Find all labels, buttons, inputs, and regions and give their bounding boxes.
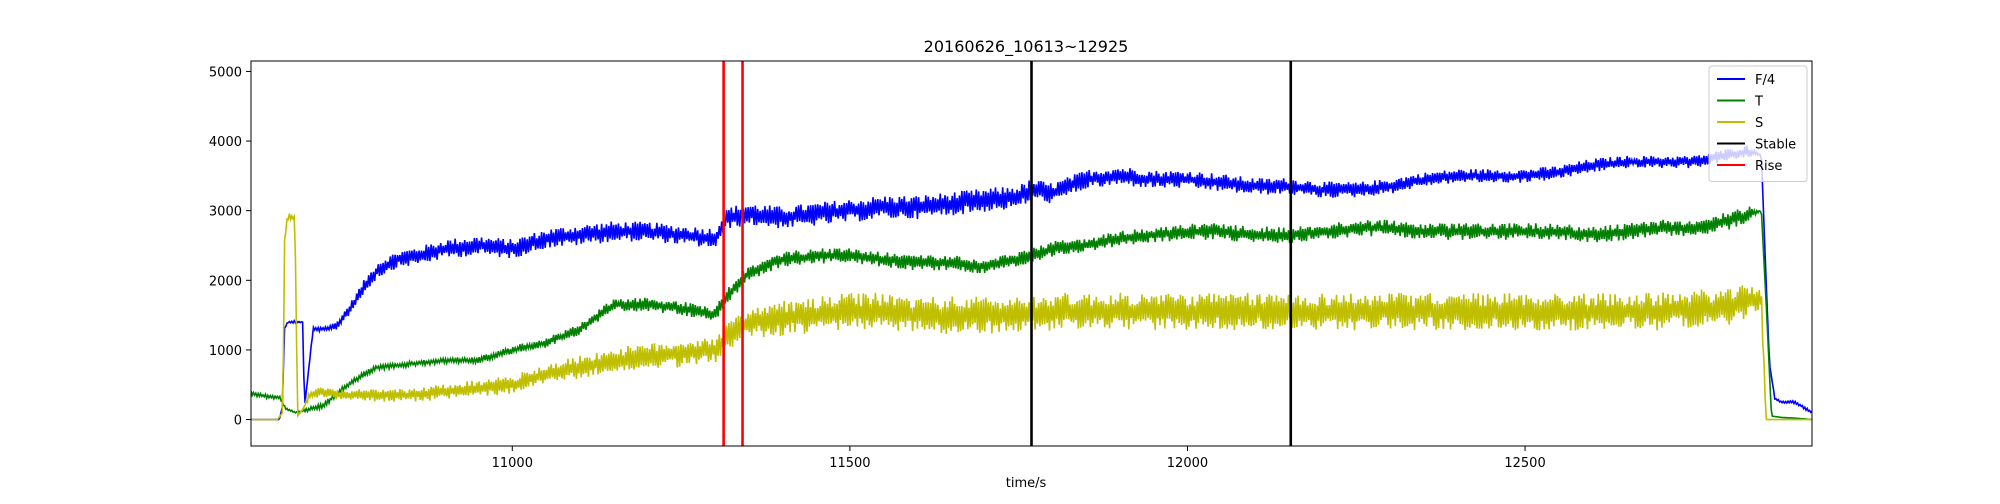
x-tick-label: 12500	[1504, 456, 1545, 471]
x-tick-label: 11500	[829, 456, 870, 471]
legend-label: T	[1754, 95, 1763, 110]
y-tick-label: 0	[234, 414, 242, 429]
legend-label: F/4	[1755, 73, 1775, 88]
y-tick-label: 3000	[209, 205, 242, 220]
plot-area: 11000 11500 12000 12500 0 1000 2000 3000 4000 500…	[209, 60, 1813, 471]
legend-box	[1708, 65, 1808, 182]
legend: F/4 TS Stable Rise	[1708, 65, 1808, 182]
chart-title: 20160626_10613~12925	[924, 37, 1129, 57]
y-tick-label: 1000	[209, 344, 242, 359]
y-tick-label: 4000	[209, 135, 242, 150]
y-tick-label: 5000	[209, 65, 242, 80]
legend-label: Stable	[1755, 138, 1796, 153]
x-tick-label: 11000	[492, 456, 533, 471]
legend-label: S	[1755, 116, 1763, 131]
plot-frame	[250, 60, 1813, 447]
x-tick-label: 12000	[1167, 456, 1208, 471]
legend-label: Rise	[1755, 159, 1782, 174]
x-axis-label: time/s	[1006, 476, 1047, 491]
y-tick-label: 2000	[209, 274, 242, 289]
